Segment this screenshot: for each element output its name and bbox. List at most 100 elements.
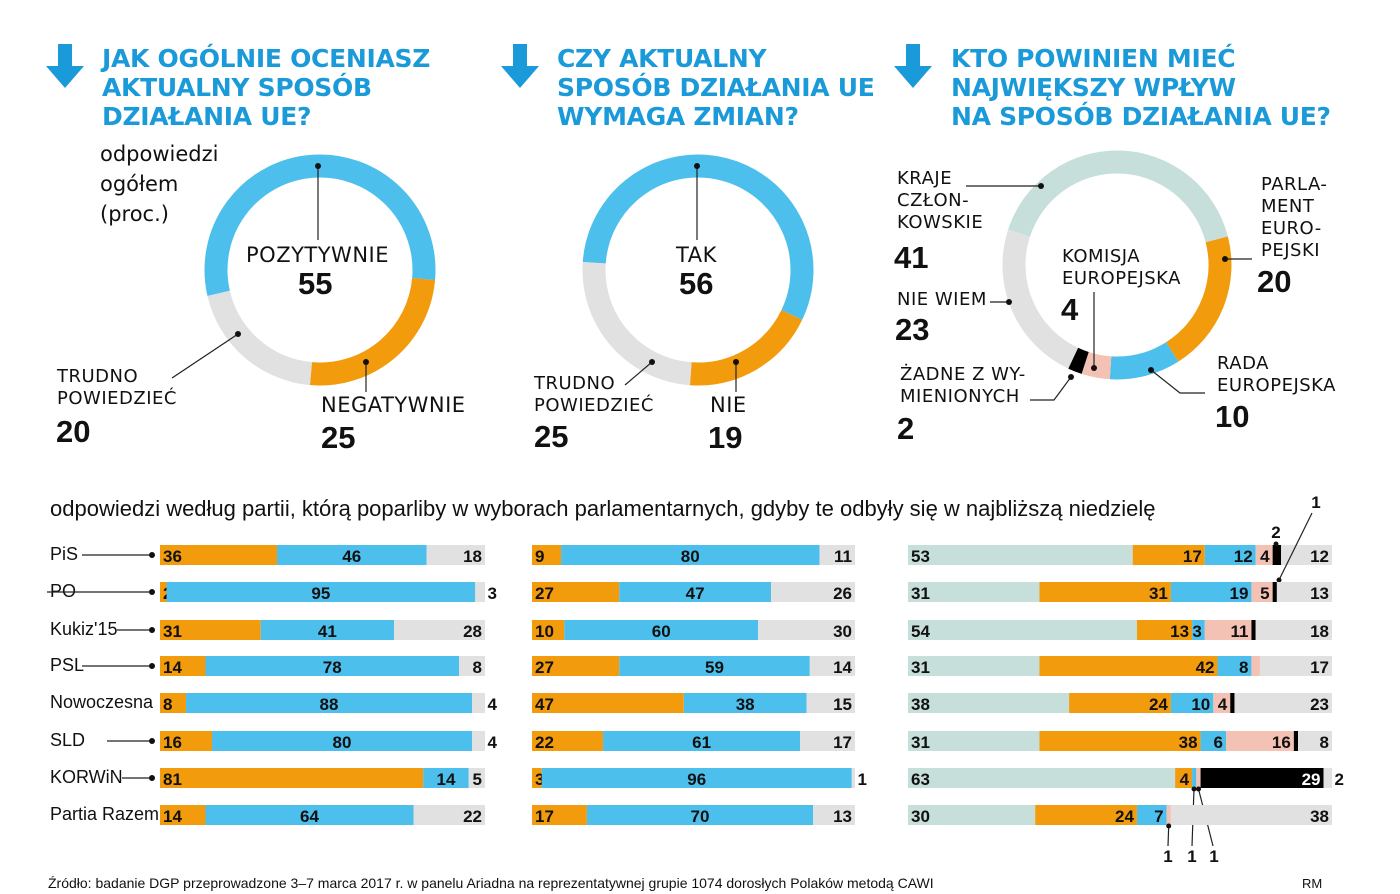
bar-segment [1132, 545, 1205, 565]
bar-value-label: 18 [463, 547, 482, 566]
value-zadne: 2 [897, 411, 915, 446]
bar-value-label: 38 [911, 695, 930, 714]
arrow-down-icon [501, 44, 539, 88]
bar-segment [260, 620, 394, 640]
party-label: PiS [50, 544, 79, 564]
bar-value-label: 14 [833, 658, 852, 677]
bar-segment [475, 582, 485, 602]
bar-value-label: 31 [911, 658, 930, 677]
bar-value-label: 8 [163, 695, 172, 714]
bar-segment [186, 693, 472, 713]
bar-value-label: 24 [1115, 807, 1134, 826]
party-subtitle: odpowiedzi według partii, którą poparlib… [50, 496, 1156, 521]
bar-value-label: 5 [473, 770, 482, 789]
bar-segment [908, 545, 1133, 565]
bar-value-label: 13 [1310, 584, 1329, 603]
bar-segment [1298, 731, 1332, 751]
donut-slice [1081, 351, 1112, 380]
label-pozytywnie: POZYTYWNIE [246, 243, 389, 267]
bar-value-label: 3 [1192, 622, 1201, 641]
bar-segment [532, 545, 562, 565]
donut-slice [1109, 342, 1179, 380]
bar-segment [532, 656, 620, 676]
bar-segment [1293, 731, 1299, 751]
bar-segment [160, 582, 167, 602]
bar-value-label: 54 [911, 622, 930, 641]
leader-dot [1091, 365, 1097, 371]
bar-segment [1069, 693, 1171, 713]
donut-slice [582, 261, 692, 386]
bar-segment [472, 731, 485, 751]
callout-value-label: 1 [1163, 847, 1172, 866]
party-leader-dot [149, 663, 155, 669]
bar-segment [541, 768, 852, 788]
bar-value-label: 8 [1239, 658, 1248, 677]
bar-value-label: 46 [342, 547, 361, 566]
leader-line [624, 361, 653, 386]
party-leader-dot [149, 589, 155, 595]
leader-dot [1222, 256, 1228, 262]
bar-value-label: 12 [1234, 547, 1253, 566]
callout-value-label: 1 [1187, 847, 1196, 866]
bar-value-label: 16 [1272, 733, 1291, 752]
bar-value-label: 9 [535, 547, 544, 566]
value-pozytywnie: 55 [298, 266, 333, 301]
bar-segment [1170, 805, 1332, 825]
donut-slice [204, 154, 436, 296]
credit: RM [1302, 876, 1323, 891]
bar-value-label: 19 [1230, 584, 1249, 603]
bar-segment [1259, 656, 1332, 676]
bar-segment [1234, 693, 1332, 713]
callout-dot [1276, 577, 1282, 583]
bar-segment [619, 656, 810, 676]
bar-segment [160, 545, 277, 565]
bar-value-label: 42 [1196, 658, 1215, 677]
bar-segment [1039, 731, 1201, 751]
bar-value-label: 18 [1310, 622, 1329, 641]
bar-value-label: 28 [463, 622, 482, 641]
leader-dot [1038, 183, 1044, 189]
label-zadne: ŻADNE Z WY- MIENIONYCH [900, 364, 1026, 407]
bar-value-label: 78 [323, 658, 342, 677]
bar-value-label: 31 [163, 622, 182, 641]
party-leader-dot [149, 552, 155, 558]
label-trudno: TRUDNO POWIEDZIEĆ [57, 366, 177, 409]
bar-value-label: 3 [488, 584, 497, 603]
bar-value-label: 30 [911, 807, 930, 826]
bar-segment [426, 545, 485, 565]
value-negatywnie: 25 [321, 420, 356, 455]
bar-segment [819, 545, 855, 565]
bar-segment [1035, 805, 1137, 825]
bar-value-label: 61 [692, 733, 711, 752]
party-label: SLD [50, 730, 86, 750]
bar-value-label: 14 [163, 658, 182, 677]
bar-value-label: 38 [736, 695, 755, 714]
leader-dot [694, 163, 700, 169]
label-nie: NIE [710, 393, 747, 417]
bar-value-label: 53 [911, 547, 930, 566]
bar-value-label: 47 [535, 695, 554, 714]
bar-segment [1272, 582, 1277, 602]
label-komisja: KOMISJA EUROPEJSKA [1062, 246, 1181, 289]
bar-segment [758, 620, 855, 640]
bar-segment [532, 731, 604, 751]
bar-segment [1166, 805, 1171, 825]
bar-value-label: 12 [1310, 547, 1329, 566]
party-label: Partia Razem [50, 804, 160, 824]
party-leader-dot [149, 775, 155, 781]
callout-dot [1191, 786, 1197, 792]
bar-value-label: 38 [1310, 807, 1329, 826]
bar-value-label: 3 [535, 770, 544, 789]
bar-value-label: 80 [333, 733, 352, 752]
donut-slice [1008, 150, 1228, 243]
bar-segment [908, 656, 1040, 676]
bar-value-label: 10 [1191, 695, 1210, 714]
bar-value-label: 96 [687, 770, 706, 789]
bar-value-label: 63 [911, 770, 930, 789]
bar-value-label: 36 [163, 547, 182, 566]
bar-value-label: 31 [911, 584, 930, 603]
bar-segment [586, 805, 814, 825]
bar-segment [603, 731, 801, 751]
bar-segment [166, 582, 476, 602]
